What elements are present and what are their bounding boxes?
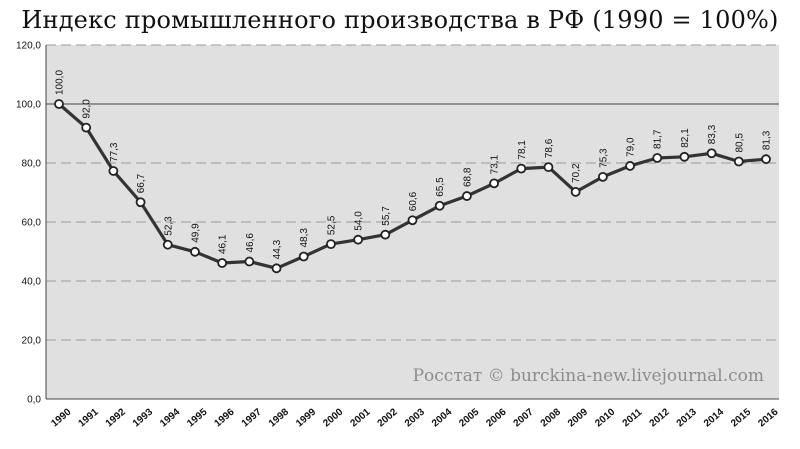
x-tick-label: 1994 xyxy=(158,406,182,429)
x-tick-label: 2003 xyxy=(403,406,427,429)
data-label: 65,5 xyxy=(435,177,446,197)
data-label: 46,1 xyxy=(218,234,229,254)
data-point xyxy=(570,187,581,197)
data-label: 78,1 xyxy=(517,140,528,160)
data-labels: 100,0 92,0 77,3 66,7 52,3 49,9 46,1 46,6 44,3 48,… xyxy=(55,70,773,260)
data-label: 52,3 xyxy=(163,216,174,236)
data-point xyxy=(434,200,445,211)
data-label: 79,0 xyxy=(626,137,637,157)
x-tick-label: 1999 xyxy=(294,406,318,429)
data-point xyxy=(706,148,717,159)
data-label: 48,3 xyxy=(299,228,310,248)
x-tick-label: 2010 xyxy=(593,406,617,429)
x-tick-label: 2005 xyxy=(457,406,481,429)
data-point xyxy=(380,229,391,240)
data-label: 83,3 xyxy=(707,124,718,144)
x-tick-label: 2013 xyxy=(675,406,699,429)
data-point xyxy=(190,246,200,257)
x-tick-label: 2006 xyxy=(484,406,508,429)
x-tick-label: 2002 xyxy=(376,406,400,429)
data-label: 78,6 xyxy=(544,138,555,158)
data-point xyxy=(135,197,146,208)
y-axis-ticks: 0,0 20,0 40,0 60,0 80,0 100,0 120,0 xyxy=(16,41,41,406)
data-label: 73,1 xyxy=(490,154,501,174)
data-point xyxy=(516,163,527,174)
data-point xyxy=(108,166,119,176)
data-label: 81,3 xyxy=(762,130,773,150)
data-label: 92,0 xyxy=(82,99,93,119)
x-tick-label: 2011 xyxy=(621,407,645,430)
data-label: 77,3 xyxy=(109,142,120,162)
data-point xyxy=(597,171,608,182)
y-tick-label: 20,0 xyxy=(22,336,42,347)
data-point xyxy=(81,122,92,133)
data-label: 75,3 xyxy=(598,148,609,168)
data-point xyxy=(271,263,282,274)
data-point xyxy=(625,161,635,171)
data-label: 55,7 xyxy=(381,206,392,226)
x-axis-ticks: 1990 1991 1992 1993 1994 1995 1996 1997 1998 1999… xyxy=(49,406,780,429)
data-label: 80,5 xyxy=(734,133,745,153)
x-tick-label: 2001 xyxy=(348,406,372,429)
data-markers xyxy=(54,99,771,274)
x-tick-label: 2016 xyxy=(756,406,780,429)
x-tick-label: 2015 xyxy=(729,406,753,429)
data-point xyxy=(652,153,663,163)
data-label: 54,0 xyxy=(354,211,365,231)
x-tick-label: 2009 xyxy=(566,406,590,429)
data-point xyxy=(244,256,255,267)
data-point xyxy=(217,258,228,268)
data-label: 52,5 xyxy=(326,215,337,235)
chart-title: Индекс промышленного производства в РФ (… xyxy=(21,6,779,34)
y-tick-label: 80,0 xyxy=(22,159,42,170)
y-tick-label: 40,0 xyxy=(22,277,42,288)
data-point xyxy=(353,234,364,245)
data-label: 44,3 xyxy=(272,239,283,259)
x-tick-label: 1996 xyxy=(212,406,236,429)
data-point xyxy=(407,215,418,226)
y-tick-label: 0,0 xyxy=(27,395,41,406)
data-label: 70,2 xyxy=(571,163,582,183)
x-tick-label: 2008 xyxy=(539,406,563,429)
x-tick-label: 1991 xyxy=(77,406,101,429)
data-point xyxy=(489,178,499,189)
data-point xyxy=(54,99,64,109)
data-label: 49,9 xyxy=(190,223,201,243)
data-point xyxy=(543,162,554,173)
data-label: 82,1 xyxy=(680,128,691,148)
data-point xyxy=(461,191,472,201)
x-tick-label: 1992 xyxy=(104,406,128,429)
data-label: 66,7 xyxy=(136,173,147,193)
data-point xyxy=(761,154,771,165)
data-point xyxy=(326,239,336,250)
y-tick-label: 100,0 xyxy=(16,100,41,111)
x-tick-label: 1998 xyxy=(267,406,291,429)
x-tick-label: 2000 xyxy=(321,406,345,429)
data-point xyxy=(733,156,744,167)
data-point xyxy=(162,239,173,250)
data-label: 68,8 xyxy=(462,167,473,187)
x-tick-label: 2014 xyxy=(702,406,726,429)
x-tick-label: 2004 xyxy=(430,406,454,429)
x-tick-label: 2012 xyxy=(648,406,672,429)
x-tick-label: 1997 xyxy=(240,406,264,429)
data-label: 46,6 xyxy=(245,233,256,253)
x-tick-label: 2007 xyxy=(512,406,536,429)
x-tick-label: 1990 xyxy=(49,406,73,429)
x-tick-label: 1993 xyxy=(131,406,155,429)
y-tick-label: 60,0 xyxy=(22,218,42,229)
source-credit: Росстат © burckina-new.livejournal.com xyxy=(413,366,764,386)
data-label: 60,6 xyxy=(408,191,419,211)
data-label: 100,0 xyxy=(55,70,66,95)
data-point xyxy=(298,251,309,262)
x-tick-label: 1995 xyxy=(185,406,209,429)
data-point xyxy=(679,151,690,162)
y-tick-label: 120,0 xyxy=(16,41,41,52)
data-label: 81,7 xyxy=(653,129,664,149)
